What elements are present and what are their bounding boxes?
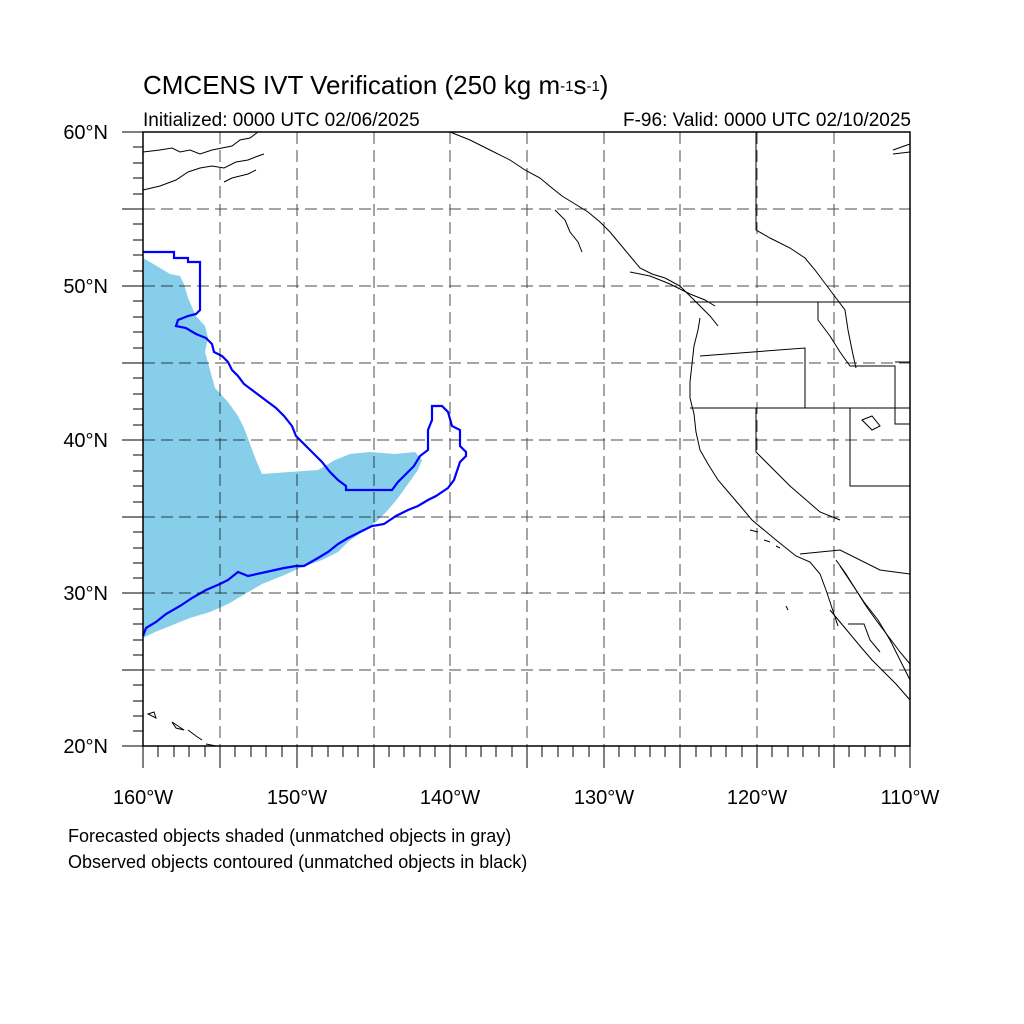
footnote-forecast: Forecasted objects shaded (unmatched obj… <box>68 826 512 846</box>
axis-ticks <box>122 131 911 768</box>
lat-label-40n: 40°N <box>63 430 108 452</box>
lat-label-30n: 30°N <box>63 583 108 605</box>
lon-label-160w: 160°W <box>113 787 173 809</box>
lat-label-50n: 50°N <box>63 276 108 298</box>
lon-label-130w: 130°W <box>574 787 634 809</box>
lon-label-140w: 140°W <box>420 787 480 809</box>
footnote-observed: Observed objects contoured (unmatched ob… <box>68 852 528 872</box>
lon-label-150w: 150°W <box>267 787 327 809</box>
forecast-object-shaded <box>143 258 422 638</box>
chart-title: CMCENS IVT Verification (250 kg m-1s-1) <box>143 70 609 100</box>
gridlines <box>143 132 910 746</box>
observed-object-contour <box>141 250 468 637</box>
valid-time-label: F-96: Valid: 0000 UTC 02/10/2025 <box>623 110 911 131</box>
coastlines <box>142 131 911 747</box>
lat-label-60n: 60°N <box>63 122 108 144</box>
lon-label-110w: 110°W <box>881 787 940 809</box>
lon-label-120w: 120°W <box>727 787 787 809</box>
init-time-label: Initialized: 0000 UTC 02/06/2025 <box>143 110 420 131</box>
lat-label-20n: 20°N <box>63 736 108 758</box>
